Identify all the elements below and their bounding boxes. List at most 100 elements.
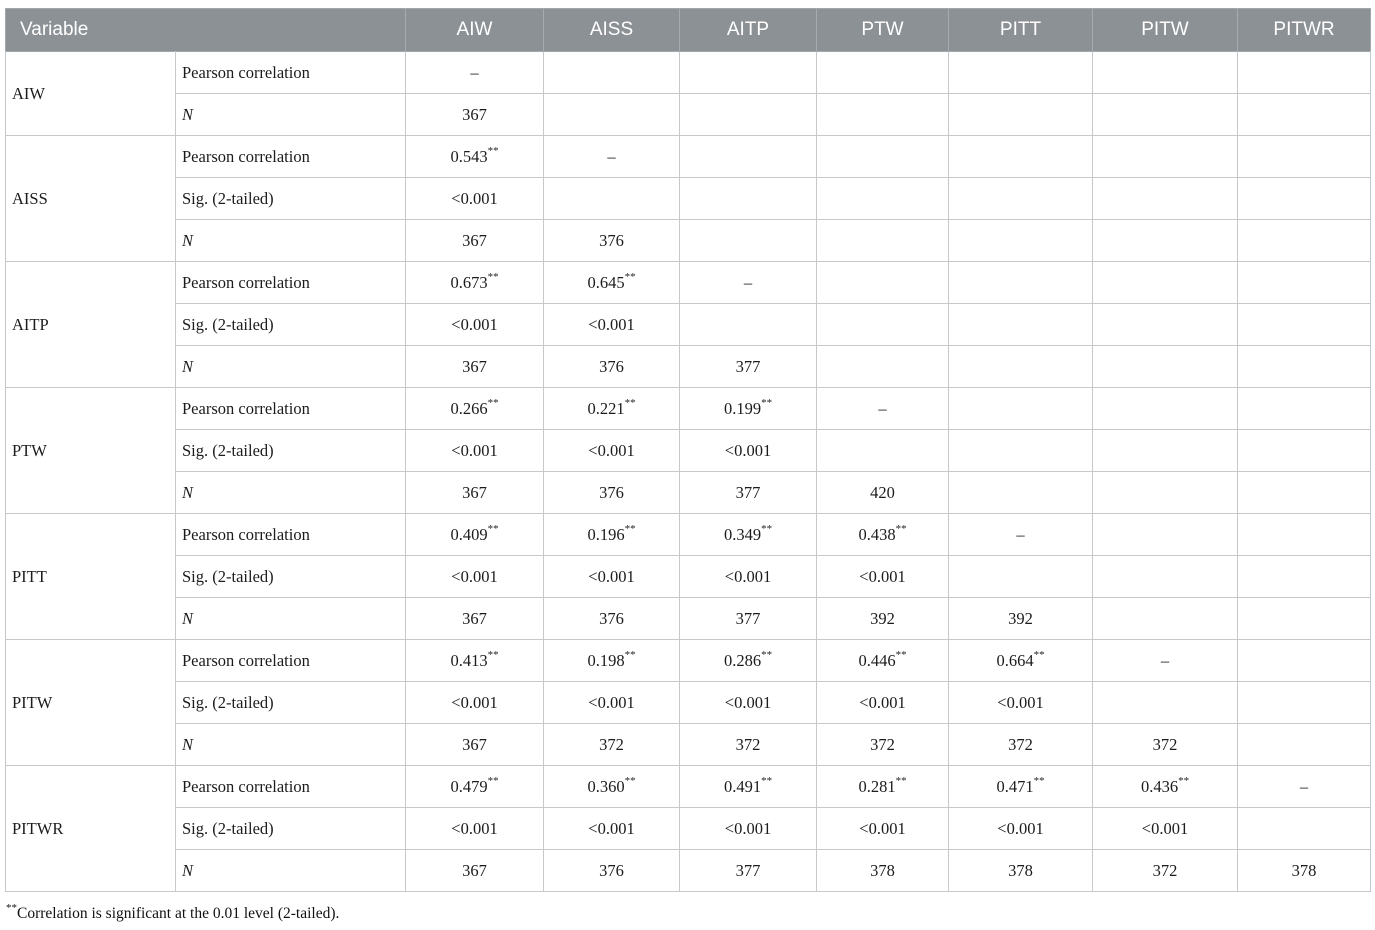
value-cell: <0.001 bbox=[948, 681, 1093, 724]
value-cell: – bbox=[948, 513, 1093, 556]
value-cell bbox=[816, 303, 949, 346]
value-cell: 420 bbox=[816, 471, 949, 514]
value-cell: 0.349** bbox=[679, 513, 817, 556]
value-cell: 0.543** bbox=[405, 135, 544, 178]
footnote-text: Correlation is significant at the 0.01 l… bbox=[17, 905, 340, 922]
row-label: N bbox=[175, 93, 406, 136]
value-cell: <0.001 bbox=[543, 555, 680, 598]
value-cell: <0.001 bbox=[543, 429, 680, 472]
variable-cell-pitw: PITW bbox=[5, 639, 176, 766]
value-text: <0.001 bbox=[451, 692, 498, 712]
value-cell: 367 bbox=[405, 723, 544, 766]
value-text: 372 bbox=[870, 734, 895, 754]
table-row: PITWR Pearson correlation 0.479** 0.360** 0.… bbox=[5, 765, 1371, 892]
value-text: 372 bbox=[599, 734, 624, 754]
value-cell bbox=[1237, 555, 1371, 598]
value-cell bbox=[1237, 387, 1371, 430]
value-text: 376 bbox=[599, 230, 624, 250]
value-cell: 0.409** bbox=[405, 513, 544, 556]
row-label: N bbox=[175, 471, 406, 514]
row-label: Sig. (2-tailed) bbox=[175, 555, 406, 598]
table-row: N 367 376 377 392 392 bbox=[6, 597, 1371, 640]
value-text: – bbox=[878, 398, 887, 418]
column-header-variable: Variable bbox=[5, 8, 406, 52]
value-cell: <0.001 bbox=[405, 303, 544, 346]
value-cell: 0.491** bbox=[679, 765, 817, 808]
value-cell bbox=[1092, 471, 1238, 514]
value-cell: 367 bbox=[405, 345, 544, 388]
table-row: AITP Pearson correlation 0.673** 0.645** – bbox=[5, 261, 1371, 388]
value-cell: 372 bbox=[679, 723, 817, 766]
variable-cell-aiw: AIW bbox=[5, 51, 176, 136]
value-cell bbox=[1092, 555, 1238, 598]
value-text: 367 bbox=[462, 608, 487, 628]
value-text: <0.001 bbox=[724, 440, 772, 460]
value-cell bbox=[1237, 261, 1371, 304]
table-row: Sig. (2-tailed) <0.001 <0.001 <0.001 <0.001 bbox=[6, 555, 1371, 598]
row-label: Sig. (2-tailed) bbox=[175, 807, 406, 850]
value-cell: – bbox=[1092, 639, 1238, 682]
value-text: <0.001 bbox=[451, 566, 498, 586]
column-header-aitp: AITP bbox=[679, 8, 817, 52]
value-cell: 372 bbox=[543, 723, 680, 766]
value-cell: 367 bbox=[405, 849, 544, 892]
row-label: Pearson correlation bbox=[175, 513, 406, 556]
table-row: N 367 372 372 372 372 372 bbox=[6, 723, 1371, 766]
value-text: 0.266 bbox=[450, 398, 488, 418]
value-cell: 377 bbox=[679, 345, 817, 388]
value-cell bbox=[1092, 345, 1238, 388]
value-cell: 378 bbox=[816, 849, 949, 892]
value-cell: 367 bbox=[405, 93, 544, 136]
value-cell bbox=[1092, 261, 1238, 304]
value-text: 376 bbox=[599, 860, 624, 880]
significance-marker: ** bbox=[761, 523, 773, 535]
value-text: 0.438 bbox=[858, 524, 896, 544]
variable-cell-ptw: PTW bbox=[5, 387, 176, 514]
value-cell: 0.413** bbox=[405, 639, 544, 682]
value-text: 376 bbox=[599, 608, 624, 628]
value-text: <0.001 bbox=[588, 818, 635, 838]
value-text: <0.001 bbox=[588, 692, 635, 712]
value-cell bbox=[1092, 429, 1238, 472]
significance-marker: ** bbox=[487, 649, 499, 661]
column-header-aiss: AISS bbox=[543, 8, 680, 52]
value-cell: 0.198** bbox=[543, 639, 680, 682]
value-cell: 0.266** bbox=[405, 387, 544, 430]
value-text: – bbox=[1016, 524, 1025, 544]
table-row: Sig. (2-tailed) <0.001 <0.001 <0.001 <0.001 <… bbox=[6, 681, 1371, 724]
value-cell bbox=[816, 177, 949, 220]
value-cell: 376 bbox=[543, 345, 680, 388]
value-cell bbox=[948, 177, 1093, 220]
value-cell: 372 bbox=[1092, 723, 1238, 766]
value-cell: <0.001 bbox=[405, 807, 544, 850]
table-row: PITT Pearson correlation 0.409** 0.196** 0.3… bbox=[5, 513, 1371, 640]
value-cell: 0.645** bbox=[543, 261, 680, 304]
row-label: Pearson correlation bbox=[175, 135, 406, 178]
value-cell: 0.196** bbox=[543, 513, 680, 556]
value-text: 0.198 bbox=[587, 650, 625, 670]
value-cell: <0.001 bbox=[543, 303, 680, 346]
value-text: 0.196 bbox=[587, 524, 625, 544]
significance-marker: ** bbox=[624, 523, 636, 535]
value-text: 377 bbox=[735, 860, 761, 880]
table-header-row: Variable AIW AISS AITP PTW PITT PITW PITWR bbox=[5, 8, 1371, 52]
value-text: 367 bbox=[462, 734, 487, 754]
value-cell: 392 bbox=[948, 597, 1093, 640]
value-text: <0.001 bbox=[724, 566, 772, 586]
column-header-pitt: PITT bbox=[948, 8, 1093, 52]
footnote-marker: ** bbox=[6, 901, 17, 914]
value-text: 367 bbox=[462, 482, 487, 502]
value-cell: <0.001 bbox=[816, 555, 949, 598]
value-cell bbox=[543, 93, 680, 136]
value-cell bbox=[1237, 345, 1371, 388]
value-text: 0.436 bbox=[1140, 776, 1179, 796]
value-cell bbox=[1092, 93, 1238, 136]
value-cell bbox=[1092, 135, 1238, 178]
value-cell: 377 bbox=[679, 849, 817, 892]
variable-cell-pitt: PITT bbox=[5, 513, 176, 640]
table-row: N 367 376 377 378 378 372 378 bbox=[6, 849, 1371, 892]
value-cell bbox=[1092, 51, 1238, 94]
value-cell: <0.001 bbox=[405, 555, 544, 598]
value-cell: – bbox=[816, 387, 949, 430]
value-text: <0.001 bbox=[451, 818, 498, 838]
